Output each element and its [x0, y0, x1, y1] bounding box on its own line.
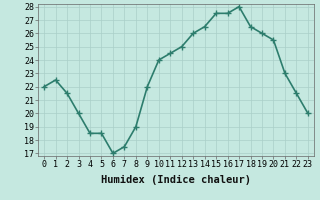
X-axis label: Humidex (Indice chaleur): Humidex (Indice chaleur)	[101, 175, 251, 185]
